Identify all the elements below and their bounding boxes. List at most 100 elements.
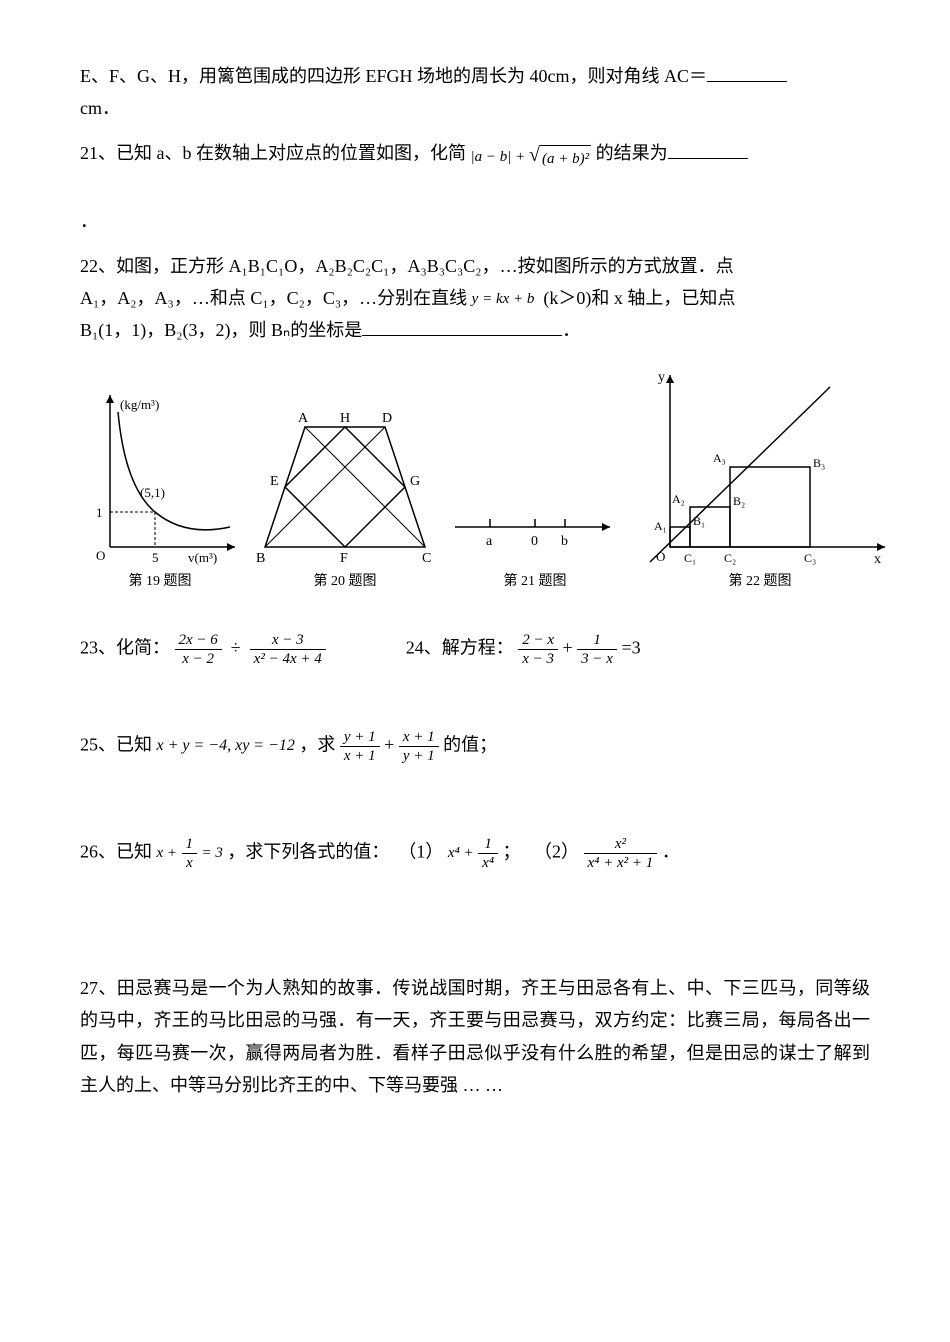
fig22-caption: 第 22 题图 bbox=[729, 573, 792, 591]
p21-sqrt-arg: (a + b)² bbox=[540, 145, 591, 173]
fig20-G: G bbox=[410, 474, 420, 489]
problem-20-tail: E、F、G、H，用篱笆围成的四边形 EFGH 场地的周长为 40cm，则对角线 … bbox=[80, 60, 870, 125]
p26-cond-num: 1 bbox=[182, 835, 198, 854]
fig19-caption: 第 19 题图 bbox=[129, 573, 192, 591]
p24-label: 24、解方程： bbox=[406, 638, 514, 658]
fig22-A2: A₂ bbox=[672, 492, 685, 506]
fig22-B3: B₃ bbox=[813, 456, 825, 470]
p25-mid: ，求 bbox=[299, 735, 335, 755]
problem-27: 27、田忌赛马是一个为人熟知的故事．传说战国时期，齐王与田忌各有上、中、下三匹马… bbox=[80, 972, 870, 1102]
problem-26: 26、已知 x + 1 x = 3 ，求下列各式的值： （1） x⁴ + 1 x… bbox=[80, 835, 870, 872]
p26-cond-frac: 1 x bbox=[182, 835, 198, 872]
p22-l3end: ． bbox=[562, 320, 580, 340]
p25-f1-den: x + 1 bbox=[340, 747, 380, 765]
fig20-svg: A H D E G B F C bbox=[250, 407, 440, 567]
p23-f2-den: x² − 4x + 4 bbox=[250, 650, 326, 668]
p24-frac1: 2 − x x − 3 bbox=[518, 631, 558, 668]
p23-label: 23、化简： bbox=[80, 638, 170, 658]
fig19-ylabel: (kg/m³) bbox=[120, 397, 159, 412]
p26-p1-num: 1 bbox=[478, 835, 498, 854]
p25-label: 25、已知 bbox=[80, 735, 152, 755]
p27-text: 27、田忌赛马是一个为人熟知的故事．传说战国时期，齐王与田忌各有上、中、下三匹马… bbox=[80, 978, 870, 1095]
p21-abs: |a − b| + bbox=[471, 149, 526, 165]
p26-part2-end: ． bbox=[662, 842, 680, 862]
problem-24: 24、解方程： 2 − x x − 3 + 1 3 − x =3 bbox=[406, 631, 641, 668]
p26-part1-lhs: x⁴ + bbox=[448, 840, 474, 867]
p25-frac1: y + 1 x + 1 bbox=[340, 728, 380, 765]
p22-l3a: B₁(1，1)，B₂(3，2)，则 Bₙ的坐标是 bbox=[80, 320, 362, 340]
p24-f2-num: 1 bbox=[577, 631, 617, 650]
p21-formula: |a − b| + √ (a + b)² bbox=[471, 137, 592, 173]
fig21-caption: 第 21 题图 bbox=[504, 573, 567, 591]
fig22-A1: A₁ bbox=[654, 519, 667, 533]
blank-p22 bbox=[362, 318, 562, 336]
p24-eq: =3 bbox=[621, 638, 640, 658]
p23-frac2: x − 3 x² − 4x + 4 bbox=[250, 631, 326, 668]
fig19-xtick: 5 bbox=[152, 550, 159, 565]
p21-prefix: 21、已知 a、b 在数轴上对应点的位置如图，化简 bbox=[80, 143, 466, 163]
p26-part1-label: （1） bbox=[398, 842, 443, 862]
figures-row: (kg/m³) v(m³) (5,1) 1 5 O 第 19 题图 A H D … bbox=[80, 367, 870, 591]
p25-end: 的值； bbox=[443, 735, 497, 755]
p26-p2-den: x⁴ + x² + 1 bbox=[584, 854, 658, 872]
p21-period: ． bbox=[80, 211, 98, 231]
fig20-E: E bbox=[270, 474, 279, 489]
p26-part1-frac: 1 x⁴ bbox=[478, 835, 498, 872]
problem-22: 22、如图，正方形 A₁B₁C₁O，A₂B₂C₂C₁，A₃B₃C₃C₂，…按如图… bbox=[80, 250, 870, 347]
problem-25: 25、已知 x + y = −4, xy = −12 ，求 y + 1 x + … bbox=[80, 728, 870, 765]
p23-f1-num: 2x − 6 bbox=[175, 631, 222, 650]
p24-f1-den: x − 3 bbox=[518, 650, 558, 668]
fig19-ytick: 1 bbox=[96, 505, 103, 520]
fig22-x: x bbox=[874, 552, 881, 567]
p23-f1-den: x − 2 bbox=[175, 650, 222, 668]
figure-22: y x O A₁ A₂ A₃ B₁ B₂ B₃ C₁ C₂ C₃ 第 22 题图 bbox=[630, 367, 890, 591]
sqrt-sign-icon: √ bbox=[529, 137, 540, 173]
fig22-C3: C₃ bbox=[804, 551, 816, 565]
fig20-A: A bbox=[298, 411, 309, 426]
fig20-H: H bbox=[340, 411, 350, 426]
fig19-xlabel: v(m³) bbox=[188, 550, 217, 565]
p26-part1-end: ； bbox=[503, 842, 521, 862]
fig22-C2: C₂ bbox=[724, 551, 736, 565]
fig20-caption: 第 20 题图 bbox=[314, 573, 377, 591]
p24-plus: + bbox=[563, 638, 573, 658]
p26-cond-rhs: = 3 bbox=[202, 840, 223, 867]
p26-part2-frac: x² x⁴ + x² + 1 bbox=[584, 835, 658, 872]
fig19-point: (5,1) bbox=[140, 485, 165, 500]
p22-l1: 22、如图，正方形 A₁B₁C₁O，A₂B₂C₂C₁，A₃B₃C₃C₂，…按如图… bbox=[80, 256, 734, 276]
figure-19: (kg/m³) v(m³) (5,1) 1 5 O 第 19 题图 bbox=[80, 387, 240, 591]
fig19-svg: (kg/m³) v(m³) (5,1) 1 5 O bbox=[80, 387, 240, 567]
p25-f2-num: x + 1 bbox=[399, 728, 439, 747]
p26-label: 26、已知 bbox=[80, 842, 152, 862]
p20-text-b: cm． bbox=[80, 98, 120, 118]
fig20-C: C bbox=[422, 551, 431, 566]
fig21-b: b bbox=[561, 534, 568, 549]
fig22-O: O bbox=[656, 549, 665, 564]
p23-frac1: 2x − 6 x − 2 bbox=[175, 631, 222, 668]
p20-text-a: E、F、G、H，用篱笆围成的四边形 EFGH 场地的周长为 40cm，则对角线 … bbox=[80, 66, 707, 86]
blank-p20 bbox=[707, 64, 787, 82]
blank-p21 bbox=[668, 141, 748, 159]
fig22-B1: B₁ bbox=[693, 514, 705, 528]
p24-frac2: 1 3 − x bbox=[577, 631, 617, 668]
p25-frac2: x + 1 y + 1 bbox=[399, 728, 439, 765]
p26-p1-den: x⁴ bbox=[478, 854, 498, 872]
p22-l2a: A₁，A₂，A₃，…和点 C₁，C₂，C₃，…分别在直线 bbox=[80, 288, 467, 308]
problem-23: 23、化简： 2x − 6 x − 2 ÷ x − 3 x² − 4x + 4 bbox=[80, 631, 326, 668]
problems-23-24: 23、化简： 2x − 6 x − 2 ÷ x − 3 x² − 4x + 4 … bbox=[80, 631, 870, 668]
figure-21: a 0 b 第 21 题图 bbox=[450, 497, 620, 591]
p24-f2-den: 3 − x bbox=[577, 650, 617, 668]
p26-p2-num: x² bbox=[584, 835, 658, 854]
fig21-a: a bbox=[486, 534, 493, 549]
fig20-F: F bbox=[340, 551, 348, 566]
p26-cond-den: x bbox=[182, 854, 198, 872]
fig21-svg: a 0 b bbox=[450, 497, 620, 567]
fig22-y: y bbox=[658, 370, 665, 385]
p23-f2-num: x − 3 bbox=[250, 631, 326, 650]
p25-f2-den: y + 1 bbox=[399, 747, 439, 765]
p24-f1-num: 2 − x bbox=[518, 631, 558, 650]
fig19-origin: O bbox=[96, 548, 105, 563]
p22-formula: y = kx + b bbox=[472, 286, 535, 313]
p26-part2-label: （2） bbox=[534, 842, 579, 862]
p26-mid: ，求下列各式的值： bbox=[227, 842, 389, 862]
